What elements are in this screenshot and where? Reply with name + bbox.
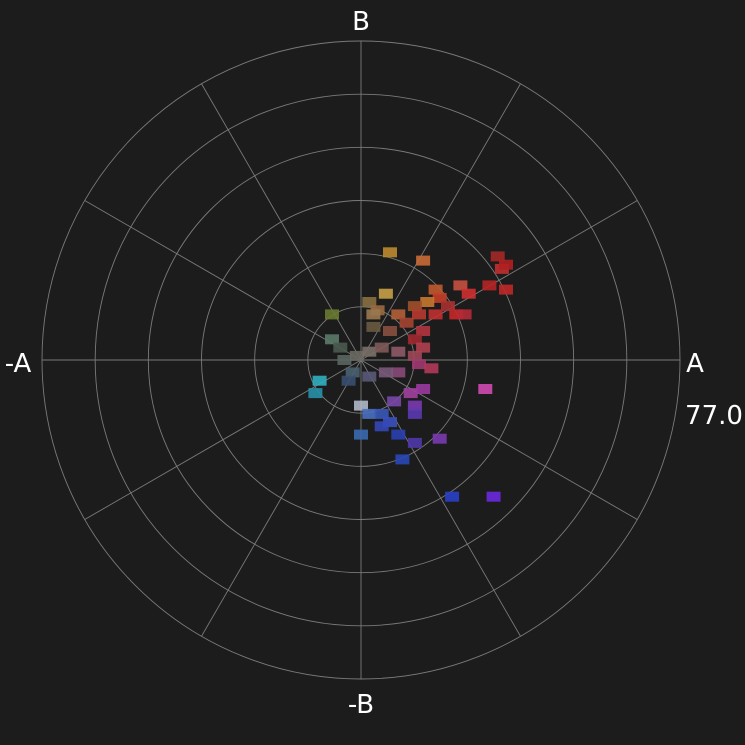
data-point [354,429,368,440]
data-point [449,309,464,320]
data-point [395,454,410,465]
data-point [366,309,381,320]
data-point [445,491,460,502]
data-point [387,396,402,407]
grid-spoke [201,359,362,637]
data-point [407,408,422,419]
data-point [412,359,426,370]
data-points [308,247,513,502]
data-point [416,326,431,336]
data-point [308,388,323,399]
data-point [407,400,422,411]
data-point [478,384,493,394]
data-point [391,309,406,320]
data-point [424,363,439,374]
data-point [490,251,505,262]
data-point [312,375,327,386]
data-point [391,429,406,440]
polar-grid [41,40,681,680]
grid-spoke [84,200,362,361]
data-point [407,350,422,361]
data-point [416,255,431,266]
grid-spoke [360,200,638,361]
data-point [366,321,381,332]
axis-label-b: B [352,7,370,37]
data-point [399,317,414,328]
data-point [428,284,443,295]
data-point [383,247,397,258]
data-point [453,280,468,291]
data-point [341,375,356,386]
data-point [407,301,422,312]
data-point [412,309,426,320]
data-point [349,350,364,361]
data-point [407,334,422,345]
data-point [362,408,377,419]
data-point [383,417,397,428]
data-point [420,297,435,307]
data-point [383,326,397,336]
data-point [441,301,455,312]
data-point [378,288,393,299]
data-point [457,309,472,320]
data-point [391,367,406,378]
data-point [354,400,368,411]
data-point [461,288,476,299]
data-point [432,292,447,303]
data-point [432,433,447,444]
data-point [499,259,513,270]
axis-label-neg-b: -B [348,690,374,720]
data-point [362,297,377,307]
data-point [499,284,513,295]
data-point [374,342,389,353]
grid-spoke [84,359,362,520]
max-radius-label: 77.0 [685,401,743,431]
data-point [403,388,418,399]
data-point [345,367,360,378]
data-point [391,346,406,357]
data-point [374,421,389,432]
data-point [333,342,348,353]
data-point [416,342,431,353]
grid-spoke [360,83,521,361]
grid-spoke [360,359,638,520]
data-point [325,309,339,320]
axis-label-neg-a: -A [5,349,32,379]
data-point [482,280,497,291]
data-point [378,367,393,378]
data-point [486,491,501,502]
data-point [362,346,377,357]
data-point [337,355,352,365]
data-point [362,371,377,382]
axis-label-a: A [686,349,704,379]
data-point [325,334,339,345]
data-point [428,309,443,320]
data-point [374,408,389,419]
data-point [416,384,431,394]
data-point [407,437,422,448]
